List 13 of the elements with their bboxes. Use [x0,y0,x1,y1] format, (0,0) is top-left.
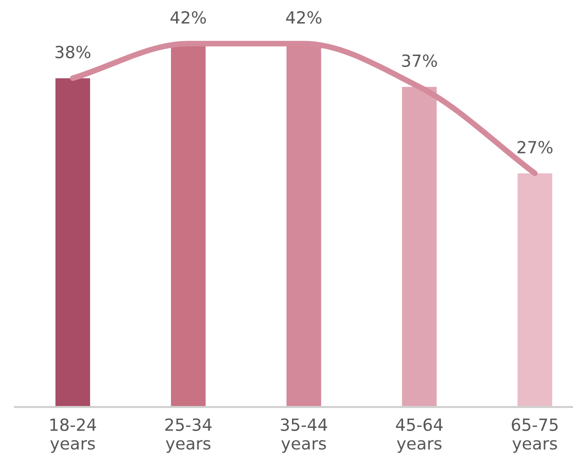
data-label: 27% [518,140,552,154]
data-label: 42% [170,11,206,24]
data-label: 42% [286,11,322,24]
x-tick-label: 25-34 years [165,418,212,453]
data-label: 38% [56,46,90,58]
bar [55,78,90,407]
x-tick-label: 35-44 years [280,418,328,453]
x-tick-label: 45-64 years [396,418,443,453]
bar [402,86,437,407]
bar [518,173,552,407]
x-tick-label: 65-75 years [512,418,558,453]
data-label: 37% [402,54,437,67]
x-tick-label: 18-24 years [50,418,96,453]
